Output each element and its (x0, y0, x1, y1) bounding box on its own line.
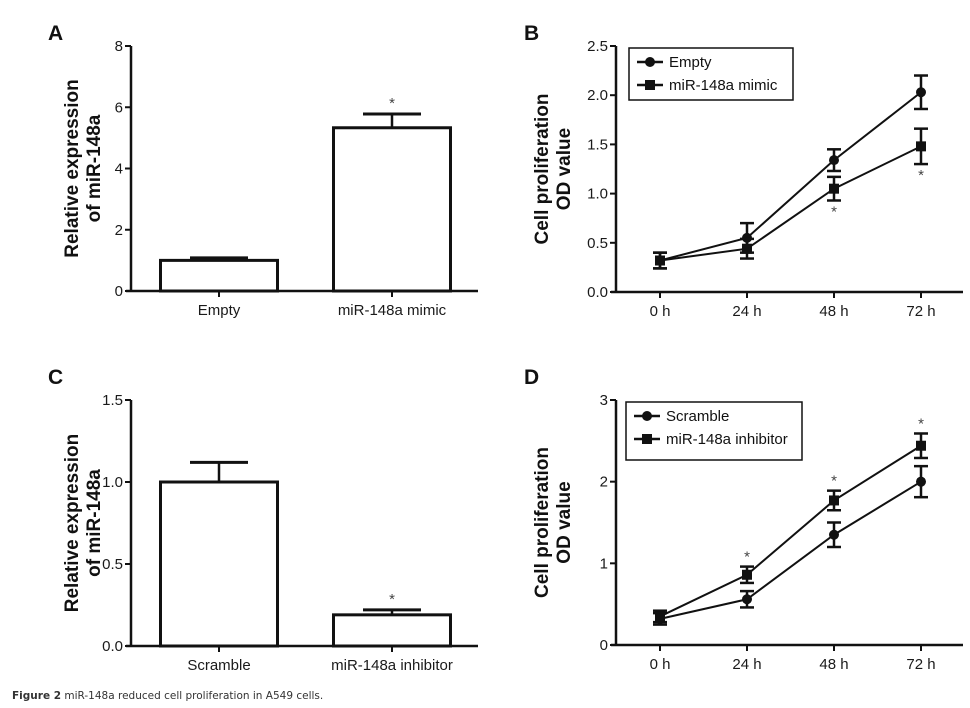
y-tick-label: 2.5 (587, 38, 608, 55)
legend-label: Empty (669, 54, 712, 71)
legend-label: miR-148a inhibitor (666, 431, 788, 448)
significance-marker: * (389, 95, 395, 112)
caption-text: miR-148a reduced cell proliferation in A… (64, 690, 324, 702)
caption-label: Figure 2 (12, 690, 62, 702)
x-tick-label: Empty (198, 302, 241, 319)
data-point-square (916, 440, 926, 451)
significance-marker: * (744, 549, 750, 566)
data-point-circle (829, 155, 839, 166)
data-point-square (829, 183, 839, 194)
significance-marker: * (389, 591, 395, 608)
y-tick-label: 1.5 (587, 136, 608, 153)
y-tick-label: 0.0 (587, 284, 608, 301)
panel-label: A (48, 22, 63, 45)
y-tick-label: 1 (600, 555, 608, 572)
series-line (659, 91, 922, 262)
x-tick-label: Scramble (187, 657, 250, 674)
panel-label: B (524, 22, 539, 45)
panel-c: C Relative expression of miR-148a 0.0 0.5 1.0… (48, 366, 478, 674)
legend: Scramble miR-148a inhibitor (625, 401, 803, 461)
y-axis-label: OD value (554, 481, 575, 563)
legend-label: miR-148a mimic (669, 77, 778, 94)
legend-marker-circle (645, 57, 655, 67)
y-tick-label: 2.0 (587, 87, 608, 104)
y-tick-label: 0.0 (102, 638, 123, 655)
data-point-square (829, 495, 839, 506)
y-tick-label: 0 (600, 637, 608, 654)
y-tick-label: 1.0 (102, 474, 123, 491)
panel-d: D Cell proliferation OD value 0 1 2 3 0 h 24 h 48… (524, 366, 963, 673)
series-line (659, 444, 922, 618)
y-axis-label: of miR-148a (84, 469, 105, 577)
significance-marker: * (918, 167, 924, 184)
y-tick-label: 3 (600, 392, 608, 409)
x-tick-label: 0 h (650, 303, 671, 320)
data-point-square (742, 569, 752, 580)
x-tick-label: miR-148a inhibitor (331, 657, 453, 674)
y-tick-label: 2 (600, 474, 608, 491)
data-point-square (655, 611, 665, 622)
x-tick-label: 48 h (819, 656, 848, 673)
y-axis-label: Cell proliferation (532, 94, 553, 245)
panel-a: A Relative expression of miR-148a 0 2 4 6 8 Empt… (48, 22, 478, 319)
panel-label: D (524, 366, 539, 389)
bar (159, 480, 279, 648)
data-point-circle (829, 529, 839, 540)
legend-label: Scramble (666, 408, 729, 425)
legend-box (628, 47, 794, 101)
x-tick-label: 0 h (650, 656, 671, 673)
panel-label: C (48, 366, 63, 389)
legend-box (625, 401, 803, 461)
legend: Empty miR-148a mimic (628, 47, 794, 101)
legend-marker-circle (642, 411, 652, 421)
y-axis-label: of miR-148a (84, 114, 105, 222)
x-tick-label: miR-148a mimic (338, 302, 447, 319)
x-tick-label: 72 h (906, 656, 935, 673)
series-line (659, 145, 922, 262)
significance-marker: * (831, 203, 837, 220)
data-point-circle (916, 87, 926, 98)
data-point-circle (742, 594, 752, 605)
y-tick-label: 1.5 (102, 392, 123, 409)
legend-marker-square (645, 80, 655, 90)
x-tick-label: 24 h (732, 656, 761, 673)
y-tick-label: 6 (115, 99, 123, 116)
x-tick-label: 24 h (732, 303, 761, 320)
x-tick-label: 72 h (906, 303, 935, 320)
data-point-square (742, 243, 752, 254)
y-tick-label: 4 (115, 161, 123, 178)
bar (332, 613, 452, 648)
y-tick-label: 0 (115, 283, 123, 300)
legend-marker-square (642, 434, 652, 444)
y-axis-label: Relative expression (62, 434, 83, 612)
x-tick-label: 48 h (819, 303, 848, 320)
panel-b: B Cell proliferation OD value 0.0 0.5 1.0 1.5 2… (524, 22, 963, 320)
y-axis-label: Relative expression (62, 79, 83, 257)
significance-marker: * (831, 473, 837, 490)
series-line (659, 480, 922, 620)
y-tick-label: 2 (115, 222, 123, 239)
y-tick-label: 0.5 (102, 556, 123, 573)
data-point-square (655, 255, 665, 266)
data-point-circle (916, 476, 926, 487)
y-axis-label: OD value (554, 128, 575, 210)
figure-caption: Figure 2 miR-148a reduced cell prolifera… (12, 690, 323, 702)
y-tick-label: 0.5 (587, 235, 608, 252)
significance-marker: * (918, 415, 924, 432)
y-tick-label: 1.0 (587, 186, 608, 203)
data-point-square (916, 141, 926, 152)
bar (159, 258, 279, 293)
y-tick-label: 8 (115, 38, 123, 55)
y-axis-label: Cell proliferation (532, 447, 553, 598)
bar (332, 126, 452, 293)
